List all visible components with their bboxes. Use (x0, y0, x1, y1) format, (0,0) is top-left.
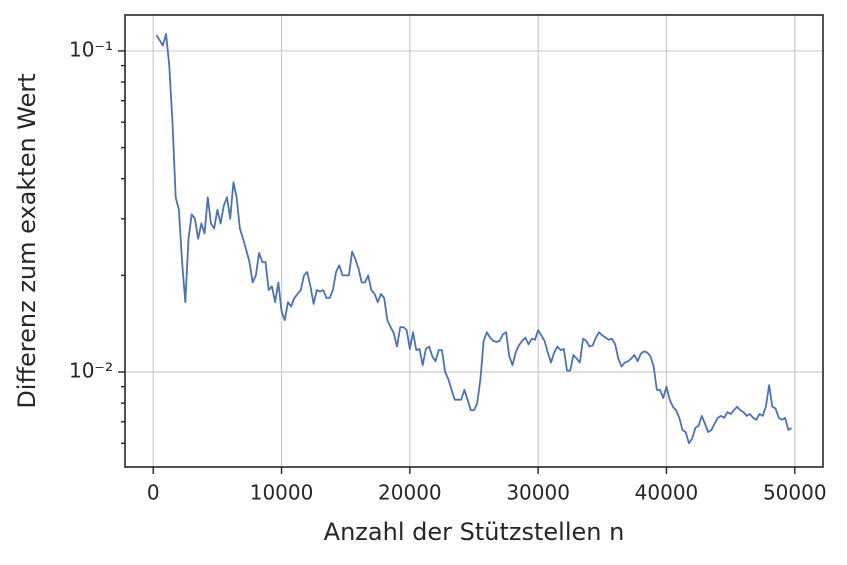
x-tick-label: 50000 (763, 481, 827, 505)
y-axis-title: Differenz zum exakten Wert (13, 73, 41, 408)
plot-frame (124, 14, 824, 468)
data-line (155, 33, 793, 445)
y-tick-label: 10⁻² (69, 359, 113, 383)
x-tick-label: 30000 (506, 481, 570, 505)
x-tick-label: 10000 (250, 481, 314, 505)
x-tick-label: 0 (147, 481, 160, 505)
y-tick-label: 10⁻¹ (69, 37, 113, 61)
x-tick-label: 40000 (635, 481, 699, 505)
x-axis-title: Anzahl der Stützstellen n (324, 518, 625, 546)
x-tick-label: 20000 (378, 481, 442, 505)
